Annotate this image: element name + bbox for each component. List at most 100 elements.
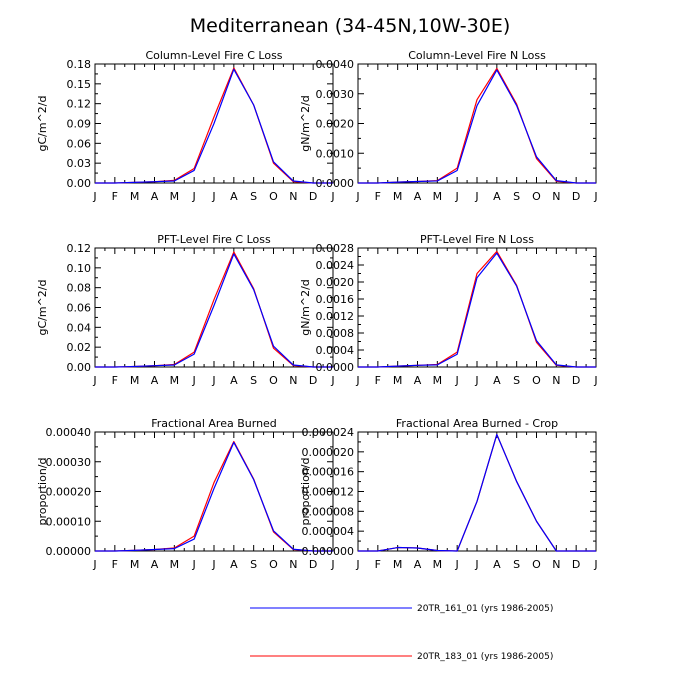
panel-3-yticklabel-2: 0.0008 xyxy=(316,327,355,340)
panel-3-xticklabel-11: D xyxy=(572,374,580,387)
panel-5-xticklabel-1: F xyxy=(375,558,381,571)
panel-0-yticklabel-2: 0.06 xyxy=(67,137,92,150)
panel-1-xticklabel-11: D xyxy=(572,190,580,203)
panel-4-xticklabel-5: J xyxy=(192,558,196,571)
panel-4-xticklabel-1: F xyxy=(112,558,118,571)
panel-1-xticklabel-0: J xyxy=(355,190,359,203)
panel-2-ylabel: gC/m^2/d xyxy=(36,280,49,336)
panel-0-yticklabel-4: 0.12 xyxy=(67,98,92,111)
panel-4-frame xyxy=(94,431,334,552)
panel-5-xticklabel-9: O xyxy=(532,558,541,571)
panel-2-xticklabel-6: J xyxy=(211,374,215,387)
panel-1-yticklabel-1: 0.0010 xyxy=(316,147,355,160)
panel-4-xticklabel-4: M xyxy=(170,558,180,571)
panel-3-xticklabel-10: N xyxy=(552,374,560,387)
panel-0-series-1 xyxy=(95,67,333,184)
panel-1-title: Column-Level Fire N Loss xyxy=(408,49,546,62)
panel-0-ylabel: gC/m^2/d xyxy=(36,96,49,152)
panel-1-series-0 xyxy=(358,69,596,184)
panel-0-xticklabel-6: J xyxy=(211,190,215,203)
panel-3-series-1 xyxy=(358,250,596,368)
panel-2-series-1 xyxy=(95,251,333,368)
panel-4-ylabel: proportion/d xyxy=(36,458,49,526)
panel-3-xticklabel-4: M xyxy=(433,374,443,387)
panel-3-xticklabel-12: J xyxy=(593,374,597,387)
panel-1-yticklabel-4: 0.0040 xyxy=(316,58,355,71)
panel-2-yticklabel-0: 0.00 xyxy=(67,361,92,374)
panel-4-xticklabel-7: A xyxy=(230,558,238,571)
panel-0-xticklabel-4: M xyxy=(170,190,180,203)
panel-1-xticklabel-6: J xyxy=(474,190,478,203)
panel-5-xticklabel-4: M xyxy=(433,558,443,571)
panel-1-xticklabel-8: S xyxy=(513,190,520,203)
panel-3-yticklabel-5: 0.0020 xyxy=(316,276,355,289)
panel-2-yticklabel-6: 0.12 xyxy=(67,242,92,255)
legend-label-1: 20TR_183_01 (yrs 1986-2005) xyxy=(417,652,553,662)
panel-1-xticklabel-2: M xyxy=(393,190,403,203)
panel-5-yticklabel-1: 0.000004 xyxy=(302,525,355,538)
panel-3-xticklabel-9: O xyxy=(532,374,541,387)
panel-4-yticklabel-0: 0.00000 xyxy=(46,545,92,558)
panel-5-xticklabel-6: J xyxy=(474,558,478,571)
panel-0-xticklabel-8: S xyxy=(250,190,257,203)
panel-3-xticklabel-7: A xyxy=(493,374,501,387)
panel-3-yticklabel-6: 0.0024 xyxy=(316,259,355,272)
figure-title: Mediterranean (34-45N,10W-30E) xyxy=(190,15,510,37)
panel-0-xticklabel-2: M xyxy=(130,190,140,203)
panel-2-yticklabel-2: 0.04 xyxy=(67,321,92,334)
panel-3-xticklabel-8: S xyxy=(513,374,520,387)
panel-5-yticklabel-5: 0.000020 xyxy=(302,446,355,459)
panel-4-xticklabel-11: D xyxy=(309,558,317,571)
panel-2-xticklabel-5: J xyxy=(192,374,196,387)
panel-4-series-0 xyxy=(95,441,333,552)
panel-2-series-0 xyxy=(95,253,333,368)
panel-5-xticklabel-0: J xyxy=(355,558,359,571)
panel-1-frame xyxy=(357,63,597,184)
panel-1-xticklabel-1: F xyxy=(375,190,381,203)
panel-5-xticklabel-8: S xyxy=(513,558,520,571)
panel-4-xticklabel-6: J xyxy=(211,558,215,571)
panel-5-xticklabel-11: D xyxy=(572,558,580,571)
panel-1-xticklabel-5: J xyxy=(455,190,459,203)
panel-1-xticklabel-12: J xyxy=(593,190,597,203)
panel-4-yticklabel-1: 0.00010 xyxy=(46,515,92,528)
panel-3-yticklabel-0: 0.0000 xyxy=(316,361,355,374)
panel-2-xticklabel-10: N xyxy=(289,374,297,387)
panel-0-series-0 xyxy=(95,68,333,184)
panel-1-xticklabel-4: M xyxy=(433,190,443,203)
panel-2-xticklabel-12: J xyxy=(330,374,334,387)
panel-3-xticklabel-1: F xyxy=(375,374,381,387)
panel-5-xticklabel-3: A xyxy=(414,558,422,571)
panel-2-yticklabel-3: 0.06 xyxy=(67,302,92,315)
panel-5-yticklabel-0: 0.000000 xyxy=(302,545,355,558)
panel-1-xticklabel-3: A xyxy=(414,190,422,203)
panel-5-title: Fractional Area Burned - Crop xyxy=(396,417,558,430)
panel-3-frame xyxy=(357,247,597,368)
panel-4-title: Fractional Area Burned xyxy=(151,417,277,430)
panel-0-xticklabel-11: D xyxy=(309,190,317,203)
panel-4-xticklabel-0: J xyxy=(92,558,96,571)
panel-2-xticklabel-7: A xyxy=(230,374,238,387)
panel-4-xticklabel-9: O xyxy=(269,558,278,571)
panel-1-ylabel: gN/m^2/d xyxy=(299,95,312,152)
panel-3-yticklabel-7: 0.0028 xyxy=(316,242,355,255)
panel-2-yticklabel-4: 0.08 xyxy=(67,282,92,295)
panel-2-xticklabel-4: M xyxy=(170,374,180,387)
panel-5-yticklabel-6: 0.000024 xyxy=(302,426,355,439)
panel-4-xticklabel-10: N xyxy=(289,558,297,571)
panel-5-series-1 xyxy=(358,433,596,552)
panel-1-xticklabel-9: O xyxy=(532,190,541,203)
panel-4-yticklabel-2: 0.00020 xyxy=(46,486,92,499)
panel-2-xticklabel-11: D xyxy=(309,374,317,387)
panel-1-series-1 xyxy=(358,67,596,184)
panel-0-yticklabel-5: 0.15 xyxy=(67,78,92,91)
panel-2-xticklabel-2: M xyxy=(130,374,140,387)
panel-0-xticklabel-10: N xyxy=(289,190,297,203)
panel-0-xticklabel-1: F xyxy=(112,190,118,203)
